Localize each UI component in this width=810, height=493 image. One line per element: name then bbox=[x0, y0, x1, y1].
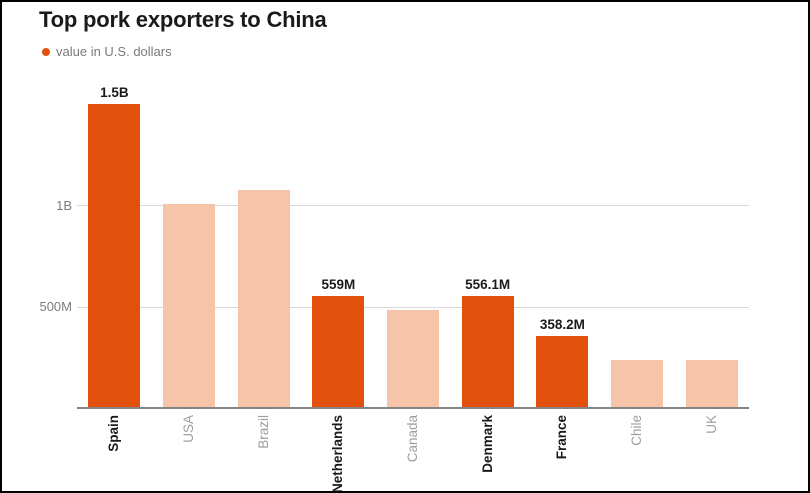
legend-label: value in U.S. dollars bbox=[56, 44, 172, 59]
gridline-500m bbox=[77, 306, 749, 308]
x-axis-label-usa: USA bbox=[181, 415, 196, 443]
bar-chile bbox=[611, 360, 663, 409]
bar-brazil bbox=[237, 189, 290, 409]
x-axis-label-spain: Spain bbox=[106, 415, 122, 452]
bar-uk bbox=[685, 360, 738, 409]
bar-denmark bbox=[461, 296, 514, 409]
x-axis-label-canada: Canada bbox=[405, 415, 420, 463]
y-tick-label-500m: 500M bbox=[39, 299, 72, 315]
bar-value-label-denmark: 556.1M bbox=[465, 277, 511, 293]
legend: value in U.S. dollars bbox=[42, 44, 172, 60]
x-axis-label-uk: UK bbox=[703, 415, 719, 434]
bar-france bbox=[536, 336, 589, 409]
bar-value-label-netherlands: 559M bbox=[321, 276, 356, 292]
gridline-1b bbox=[77, 205, 749, 207]
x-axis-line bbox=[77, 407, 749, 409]
bar-netherlands bbox=[312, 295, 365, 409]
bar-canada bbox=[387, 309, 439, 409]
bar-value-label-france: 358.2M bbox=[539, 317, 585, 333]
plot-area: 1B 500M 1.5B Spain USA Brazil 559M Netherlands C… bbox=[39, 85, 749, 491]
chart-title: Top pork exporters to China bbox=[39, 7, 327, 32]
bar-value-label-spain: 1.5B bbox=[100, 85, 129, 101]
x-axis-label-brazil: Brazil bbox=[255, 415, 271, 449]
legend-marker-dot-icon bbox=[42, 48, 50, 56]
bar-spain bbox=[88, 104, 141, 409]
x-axis-label-netherlands: Netherlands bbox=[330, 415, 346, 493]
x-axis-label-denmark: Denmark bbox=[479, 415, 495, 473]
bar-usa bbox=[163, 203, 215, 409]
x-axis-label-france: France bbox=[554, 415, 570, 460]
x-axis-label-chile: Chile bbox=[629, 415, 644, 446]
y-tick-label-1b: 1B bbox=[56, 197, 72, 213]
